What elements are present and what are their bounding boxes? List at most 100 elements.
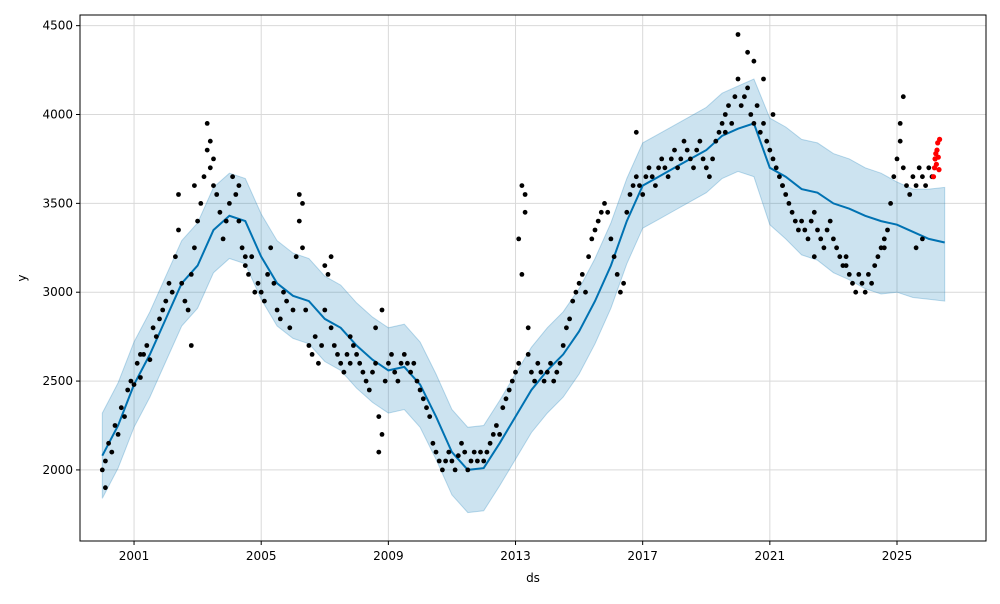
observed-point (700, 156, 706, 162)
observed-point (440, 467, 445, 473)
observed-point (761, 121, 766, 126)
observed-point (554, 369, 560, 375)
observed-point (363, 378, 369, 384)
observed-point (138, 352, 143, 357)
observed-point (659, 156, 665, 162)
observed-point (802, 227, 808, 233)
observed-point (662, 165, 668, 171)
observed-point (916, 165, 922, 171)
observed-point (185, 307, 191, 313)
observed-point (160, 307, 166, 313)
observed-point (246, 272, 251, 277)
observed-point (204, 121, 210, 126)
observed-point (316, 360, 321, 366)
observed-point (312, 334, 318, 339)
observed-point (697, 138, 703, 144)
future-points-group (930, 136, 943, 180)
observed-point (303, 307, 309, 313)
x-tick-label: 2017 (627, 549, 658, 563)
observed-point (748, 112, 754, 117)
observed-point (401, 352, 407, 357)
observed-point (805, 236, 811, 242)
observed-point (389, 352, 394, 357)
observed-point (220, 236, 226, 242)
observed-point (576, 280, 582, 286)
observed-point (920, 174, 925, 180)
future-observed-point (933, 161, 940, 167)
observed-point (900, 94, 906, 100)
observed-point (713, 138, 719, 144)
observed-point (338, 360, 344, 366)
observed-point (290, 307, 296, 313)
observed-point (306, 343, 312, 348)
observed-point (125, 387, 131, 393)
observed-point (707, 174, 712, 180)
observed-point (761, 76, 766, 82)
observed-point (560, 343, 566, 348)
observed-point (570, 298, 576, 304)
observed-point (242, 263, 248, 268)
observed-point (770, 112, 776, 117)
observed-point (103, 485, 108, 491)
observed-point (103, 458, 108, 464)
observed-point (481, 458, 487, 464)
future-observed-point (935, 154, 941, 160)
observed-point (268, 245, 274, 251)
observed-point (398, 360, 404, 366)
observed-point (881, 245, 887, 251)
observed-point (535, 360, 541, 366)
uncertainty-band-group (101, 78, 946, 514)
observed-point (598, 209, 604, 215)
observed-point (573, 289, 579, 295)
observed-point (519, 272, 525, 277)
observed-point (360, 369, 366, 375)
observed-point (322, 307, 328, 313)
x-axis-ticks: 2001 2005 2009 2013 2017 2021 2025 (119, 541, 912, 563)
y-tick-label: 3000 (42, 285, 73, 299)
observed-point (681, 138, 687, 144)
observed-point (729, 121, 735, 126)
observed-point (751, 121, 757, 126)
observed-point (357, 360, 363, 366)
observed-point (811, 209, 817, 215)
observed-point (506, 387, 512, 393)
observed-point (751, 58, 757, 64)
observed-point (818, 236, 824, 242)
observed-point (296, 192, 302, 197)
observed-point (487, 440, 493, 446)
observed-point (633, 129, 639, 135)
observed-point (134, 360, 140, 366)
observed-point (249, 254, 255, 260)
observed-point (719, 121, 725, 126)
observed-point (150, 325, 156, 331)
observed-point (811, 254, 817, 260)
observed-point (716, 129, 722, 135)
observed-point (881, 236, 887, 242)
forecast-line-group (101, 122, 945, 471)
observed-point (262, 298, 267, 304)
observed-point (427, 414, 433, 419)
observed-point (815, 227, 820, 233)
observed-point (258, 289, 264, 295)
observed-point (726, 103, 731, 108)
observed-point (475, 458, 480, 464)
observed-point (211, 156, 216, 162)
observed-point (608, 236, 614, 242)
observed-point (408, 369, 413, 375)
observed-point (192, 183, 197, 189)
observed-point (509, 378, 515, 384)
observed-point (614, 272, 620, 277)
observed-point (665, 174, 671, 180)
observed-point (735, 32, 741, 37)
observed-point (201, 174, 207, 180)
observed-point (583, 289, 588, 295)
x-tick-label: 2009 (373, 549, 404, 563)
observed-point (735, 76, 741, 82)
observed-point (242, 254, 248, 260)
observed-point (722, 129, 728, 135)
observed-point (691, 165, 696, 171)
y-axis-ticks: 2000 2500 3000 3500 4000 4500 (42, 19, 80, 477)
y-axis-label: y (15, 274, 29, 281)
observed-point (188, 272, 194, 277)
x-tick-label: 2021 (755, 549, 786, 563)
